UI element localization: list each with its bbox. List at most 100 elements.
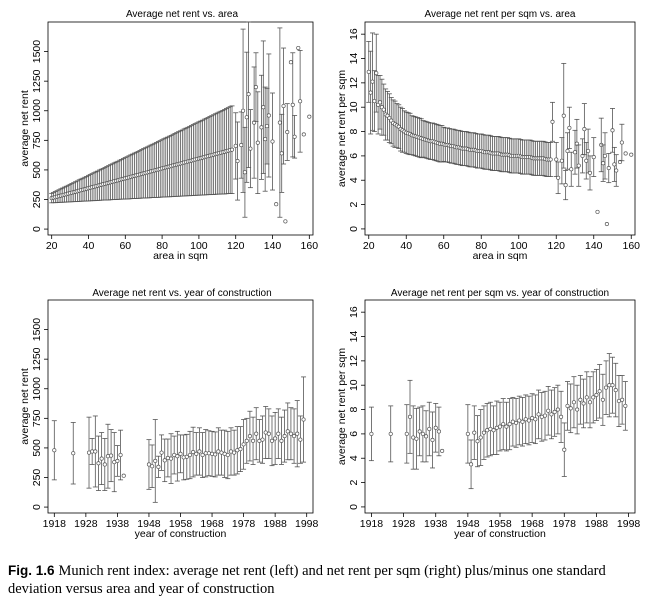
mean-point bbox=[150, 464, 155, 469]
chart-title: Average net rent per sqm vs. year of con… bbox=[391, 288, 609, 299]
mean-point bbox=[576, 163, 581, 168]
mean-point bbox=[481, 430, 486, 435]
mean-point bbox=[612, 162, 617, 167]
y-tick-label: 1250 bbox=[31, 347, 43, 371]
x-tick-label: 1928 bbox=[392, 518, 416, 530]
mean-point bbox=[288, 431, 293, 436]
y-tick-label: 1000 bbox=[31, 377, 43, 401]
mean-point bbox=[569, 167, 574, 172]
mean-point bbox=[281, 103, 286, 109]
mean-point bbox=[298, 99, 303, 104]
x-axis-label: year of construction bbox=[454, 528, 546, 540]
y-tick-label: 16 bbox=[348, 306, 360, 318]
mean-point bbox=[374, 71, 379, 76]
x-axis-label: area in sqm bbox=[153, 250, 208, 262]
mean-point bbox=[241, 108, 246, 113]
y-tick-label: 6 bbox=[348, 153, 360, 159]
mean-point bbox=[96, 461, 101, 466]
x-tick-label: 20 bbox=[363, 240, 375, 252]
mean-point bbox=[568, 406, 573, 411]
y-tick-label: 14 bbox=[348, 53, 360, 65]
mean-point bbox=[614, 168, 619, 173]
mean-point bbox=[233, 143, 238, 148]
mean-point bbox=[597, 389, 602, 394]
mean-point bbox=[292, 134, 297, 139]
mean-point bbox=[407, 414, 413, 419]
x-tick-label: 1958 bbox=[488, 518, 512, 530]
mean-point bbox=[377, 100, 383, 105]
mean-point bbox=[372, 99, 377, 104]
mean-point bbox=[546, 408, 551, 413]
chart-title: Average net rent per sqm vs. area bbox=[424, 9, 575, 20]
mean-point bbox=[253, 85, 259, 90]
mean-point bbox=[388, 431, 393, 436]
y-tick-label: 0 bbox=[31, 226, 43, 232]
plot-frame bbox=[364, 21, 636, 236]
mean-point bbox=[279, 151, 284, 156]
mean-point bbox=[52, 448, 57, 453]
y-tick-label: 750 bbox=[31, 409, 43, 427]
mean-point bbox=[298, 437, 303, 442]
x-tick-label: 1918 bbox=[43, 518, 67, 530]
mean-point bbox=[554, 157, 559, 162]
x-tick-label: 1938 bbox=[424, 518, 448, 530]
x-tick-label: 1988 bbox=[585, 518, 609, 530]
mean-point bbox=[248, 146, 253, 151]
mean-point bbox=[242, 170, 247, 175]
mean-point bbox=[559, 414, 564, 419]
mean-point bbox=[520, 419, 525, 424]
mean-point bbox=[121, 473, 126, 478]
mean-point bbox=[507, 422, 512, 427]
mean-point bbox=[269, 438, 275, 443]
mean-point bbox=[153, 458, 158, 463]
mean-point bbox=[301, 417, 306, 422]
mean-point bbox=[266, 113, 271, 118]
mean-point bbox=[404, 431, 409, 436]
x-tick-label: 1998 bbox=[617, 518, 641, 530]
x-tick-label: 1918 bbox=[360, 518, 384, 530]
mean-point bbox=[427, 426, 432, 432]
mean-point bbox=[504, 424, 509, 429]
x-tick-label: 160 bbox=[622, 240, 640, 252]
y-tick-label: 250 bbox=[31, 469, 43, 487]
mean-point bbox=[285, 130, 290, 135]
mean-point bbox=[93, 449, 98, 454]
mean-point bbox=[247, 434, 252, 439]
y-tick-label: 8 bbox=[348, 406, 360, 412]
mean-point bbox=[562, 447, 567, 452]
mean-point bbox=[542, 413, 548, 418]
mean-point bbox=[241, 442, 246, 447]
x-tick-label: 1938 bbox=[106, 518, 130, 530]
mean-point bbox=[118, 452, 123, 458]
mean-point bbox=[613, 388, 618, 393]
mean-point bbox=[296, 45, 301, 51]
mean-point bbox=[366, 69, 371, 74]
chart-title: Average net rent vs. year of constructio… bbox=[92, 288, 271, 299]
y-tick-label: 16 bbox=[348, 28, 360, 40]
x-tick-label: 1948 bbox=[456, 518, 480, 530]
mean-point bbox=[290, 102, 295, 107]
mean-point bbox=[200, 452, 205, 458]
mean-point bbox=[571, 400, 576, 405]
mean-point bbox=[620, 397, 625, 402]
x-tick-label: 1928 bbox=[74, 518, 98, 530]
mean-point bbox=[594, 392, 599, 397]
y-tick-label: 1500 bbox=[31, 40, 43, 64]
y-tick-label: 0 bbox=[31, 504, 43, 510]
mean-point bbox=[578, 397, 583, 402]
x-tick-label: 160 bbox=[301, 240, 319, 252]
mean-point bbox=[259, 125, 264, 130]
mean-point bbox=[610, 128, 615, 133]
x-tick-label: 1978 bbox=[232, 518, 256, 530]
y-tick-label: 14 bbox=[348, 331, 360, 343]
x-axis-label: year of construction bbox=[135, 528, 227, 540]
mean-point bbox=[414, 436, 419, 441]
mean-point bbox=[602, 153, 608, 158]
x-tick-label: 1958 bbox=[169, 518, 193, 530]
x-tick-label: 1988 bbox=[263, 518, 287, 530]
mean-point bbox=[301, 132, 306, 137]
y-tick-label: 500 bbox=[31, 161, 43, 179]
y-tick-label: 1500 bbox=[31, 318, 43, 342]
plot-frame bbox=[47, 299, 314, 514]
